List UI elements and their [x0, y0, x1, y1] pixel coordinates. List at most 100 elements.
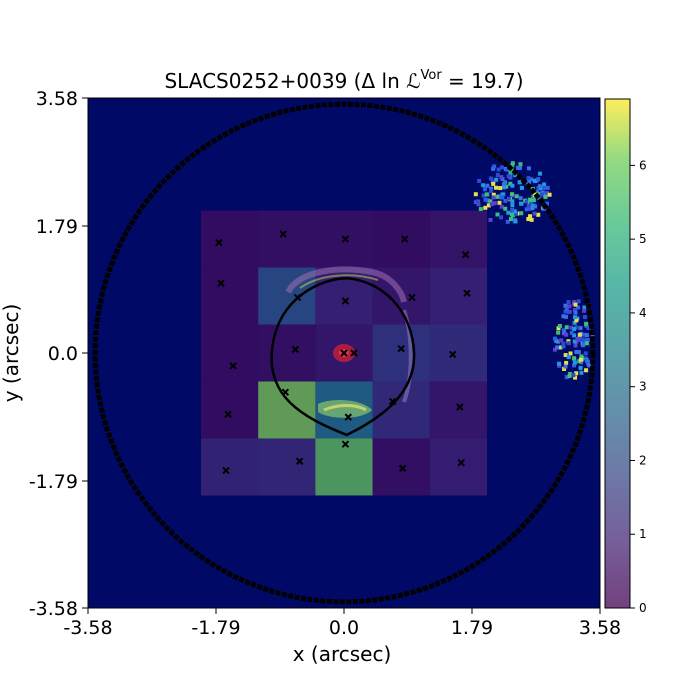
noise-pixel — [506, 210, 511, 215]
noise-pixel — [581, 340, 586, 345]
noise-pixel — [524, 199, 529, 204]
noise-pixel — [564, 375, 569, 380]
noise-pixel — [572, 363, 577, 368]
y-tick-label: -3.58 — [29, 598, 78, 620]
noise-pixel — [488, 188, 493, 193]
grid-cell — [429, 210, 488, 268]
noise-pixel — [500, 195, 505, 200]
noise-pixel — [501, 182, 506, 187]
noise-pixel — [473, 192, 478, 197]
noise-pixel — [508, 217, 513, 222]
noise-pixel — [568, 372, 573, 377]
center-marker — [388, 397, 397, 406]
noise-pixel — [488, 217, 493, 222]
noise-pixel — [481, 193, 486, 198]
noise-pixel — [492, 164, 497, 169]
noise-pixel — [572, 360, 577, 365]
noise-pixel — [484, 192, 489, 197]
grid-cell — [200, 381, 259, 439]
colorbar-tick-label: 3 — [639, 380, 647, 394]
noise-pixel — [495, 194, 500, 199]
noise-pixel — [504, 184, 509, 189]
noise-pixel — [503, 198, 508, 203]
noise-pixel — [555, 345, 560, 350]
center-marker — [295, 457, 304, 465]
grid-cell — [258, 210, 316, 268]
noise-pixel — [544, 191, 549, 196]
center-marker — [279, 230, 287, 238]
noise-pixel — [514, 194, 519, 199]
grid-cell — [258, 324, 316, 382]
noise-pixel — [528, 214, 533, 219]
noise-pixel — [578, 326, 583, 331]
noise-pixel — [572, 300, 577, 305]
noise-pixel — [510, 207, 515, 212]
grid-cell — [429, 324, 488, 382]
center-marker — [341, 297, 350, 305]
noise-pixel — [564, 325, 569, 330]
colorbar-frame — [604, 98, 631, 609]
noise-pixel — [531, 198, 536, 203]
noise-pixel — [519, 185, 524, 190]
chart-title: SLACS0252+0039 (Δ ln ℒVor = 19.7) — [164, 68, 523, 93]
colorbar-gradient — [605, 99, 630, 608]
noise-pixel — [529, 217, 534, 222]
noise-pixel — [519, 201, 524, 206]
center-marker — [293, 293, 302, 302]
noise-pixel — [537, 196, 542, 201]
center-marker — [224, 410, 232, 418]
noise-pixel — [529, 177, 534, 182]
noise-pixel — [495, 212, 500, 217]
x-tick-label: 0.0 — [329, 617, 359, 639]
center-marker — [408, 293, 416, 302]
noise-pixel — [498, 186, 503, 191]
noise-pixel — [499, 215, 504, 220]
noise-pixel — [506, 196, 511, 201]
noise-pixel — [578, 365, 583, 370]
noise-pixel — [569, 325, 574, 330]
noise-pixel — [526, 206, 531, 211]
noise-pixel — [573, 310, 578, 315]
noise-pixel — [553, 336, 558, 341]
noise-pixel — [543, 194, 548, 199]
grid-cell — [200, 210, 259, 268]
grid-cell — [429, 438, 488, 496]
noise-pixel — [582, 308, 587, 313]
noise-pixel — [554, 338, 559, 343]
noise-pixel — [529, 202, 534, 207]
noise-pixel — [533, 204, 538, 209]
noise-pixel — [510, 163, 515, 168]
noise-pixel — [557, 361, 562, 366]
noise-pixel — [499, 204, 504, 209]
noise-cluster-right — [552, 299, 595, 380]
center-marker — [340, 349, 348, 357]
center-marker — [448, 350, 457, 359]
noise-pixel — [540, 190, 545, 195]
noise-pixel — [537, 184, 542, 189]
noise-pixel — [572, 320, 577, 325]
noise-pixel — [513, 219, 518, 224]
noise-pixel — [574, 349, 579, 354]
noise-pixel — [494, 177, 499, 182]
x-tick-label: 3.58 — [579, 617, 621, 639]
noise-pixel — [574, 318, 579, 323]
noise-pixel — [491, 201, 496, 206]
noise-pixel — [545, 201, 550, 206]
noise-pixel — [562, 366, 567, 371]
noise-pixel — [561, 314, 566, 319]
noise-pixel — [536, 212, 541, 217]
noise-pixel — [582, 305, 587, 310]
grid-cell — [258, 438, 316, 496]
center-marker — [217, 279, 225, 287]
noise-pixel — [576, 350, 581, 355]
noise-pixel — [566, 310, 571, 315]
noise-pixel — [557, 345, 562, 350]
noise-pixel — [572, 356, 577, 361]
noise-pixel — [491, 192, 496, 197]
noise-pixel — [503, 206, 508, 211]
noise-pixel — [513, 211, 518, 216]
noise-pixel — [518, 162, 523, 167]
noise-pixel — [573, 302, 578, 307]
noise-pixel — [536, 186, 541, 191]
